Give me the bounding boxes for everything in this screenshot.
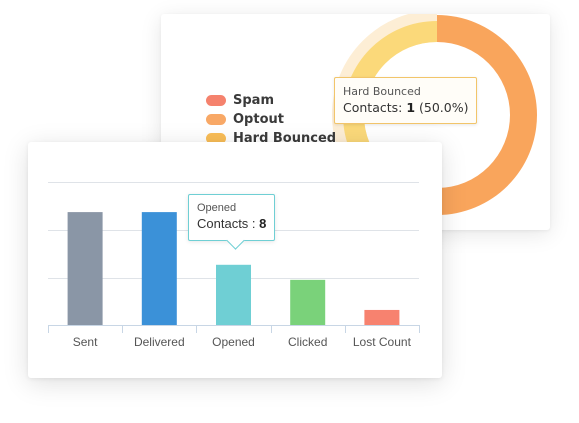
legend-label-spam: Spam bbox=[233, 93, 274, 108]
bar-chart: Sent Delivered Opened Clicked Lost Count bbox=[48, 182, 420, 349]
donut-tooltip-label: Contacts: bbox=[343, 100, 407, 115]
legend-item-optout[interactable]: Optout bbox=[206, 110, 336, 129]
bar-tooltip-title: Opened bbox=[197, 202, 237, 214]
donut-slice-hard-bounced[interactable] bbox=[437, 15, 537, 215]
legend-label-optout: Optout bbox=[233, 112, 284, 127]
bar-lost-count[interactable] bbox=[364, 309, 400, 325]
donut-tooltip: Hard Bounced Contacts: 1 (50.0%) bbox=[334, 77, 478, 124]
donut-tooltip-title: Hard Bounced bbox=[343, 85, 421, 98]
x-tick-label: Delivered bbox=[134, 335, 185, 349]
legend-swatch-optout bbox=[206, 114, 226, 125]
bar-sent[interactable] bbox=[67, 212, 103, 325]
bar-tooltip-body: Contacts : 8 bbox=[197, 215, 266, 233]
bar-chart-card: Sent Delivered Opened Clicked Lost Count bbox=[28, 142, 442, 378]
x-tick-label: Sent bbox=[73, 335, 98, 349]
legend-swatch-spam bbox=[206, 95, 226, 106]
bar-opened[interactable] bbox=[216, 264, 251, 325]
legend-swatch-hard-bounced bbox=[206, 133, 226, 144]
bar-tooltip-value: 8 bbox=[259, 216, 267, 231]
bar-tooltip: Opened Contacts : 8 bbox=[188, 194, 276, 250]
bar-clicked[interactable] bbox=[290, 279, 326, 325]
x-tick-label: Opened bbox=[212, 335, 255, 349]
donut-tooltip-suffix: (50.0%) bbox=[415, 100, 469, 115]
bar-tooltip-label: Contacts : bbox=[197, 216, 260, 231]
donut-legend: Spam Optout Hard Bounced bbox=[206, 91, 336, 148]
donut-tooltip-body: Contacts: 1 (50.0%) bbox=[343, 99, 468, 116]
bar-delivered[interactable] bbox=[141, 212, 177, 325]
x-tick-label: Clicked bbox=[288, 335, 327, 349]
x-tick-label: Lost Count bbox=[353, 335, 412, 349]
legend-item-spam[interactable]: Spam bbox=[206, 91, 336, 110]
donut-tooltip-value: 1 bbox=[406, 100, 416, 115]
